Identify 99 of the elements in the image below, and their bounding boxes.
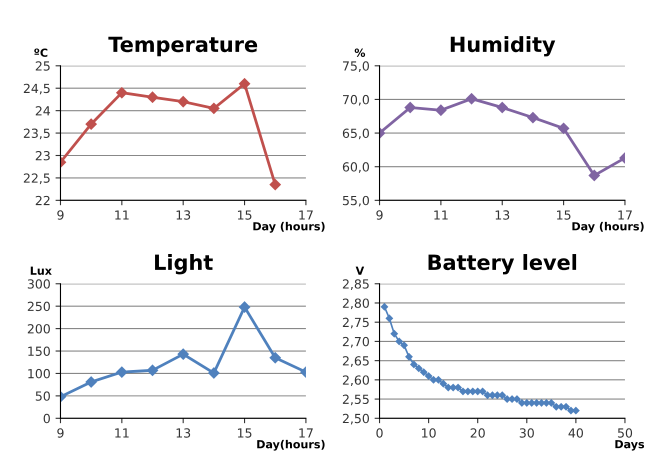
y-tick-label: 2,70 <box>342 336 369 348</box>
x-tick-label: 20 <box>470 428 485 438</box>
point <box>404 102 416 114</box>
point <box>527 112 539 124</box>
x-tick-label: 50 <box>618 428 632 438</box>
chart-title: Battery level <box>428 254 576 274</box>
y-tick-label: 2,65 <box>342 356 369 367</box>
x-axis-title: Days <box>615 440 644 451</box>
point <box>420 368 428 376</box>
chart-title: Light <box>155 254 213 274</box>
point <box>380 303 388 310</box>
x-tick-label: 17 <box>618 210 632 220</box>
y-tick-label: 2,60 <box>342 375 369 386</box>
x-tick-label: 9 <box>57 210 64 220</box>
y-tick-label: 2,50 <box>342 414 369 424</box>
point <box>528 399 536 407</box>
y-axis-title: ºC <box>34 48 48 57</box>
x-tick-label: 13 <box>176 210 190 220</box>
y-tick-label: 300 <box>28 279 50 289</box>
y-tick-label: 22 <box>36 196 50 206</box>
point <box>504 395 511 403</box>
y-tick-label: 25 <box>36 61 50 71</box>
y-tick-label: 2,75 <box>342 318 369 328</box>
point <box>390 330 398 338</box>
y-tick-label: 100 <box>28 368 50 378</box>
x-tick-label: 17 <box>299 428 313 438</box>
point <box>444 384 452 392</box>
y-axis-title: Lux <box>30 266 52 275</box>
point <box>494 392 501 399</box>
y-tick-label: 23,5 <box>24 128 50 140</box>
point <box>116 87 128 98</box>
x-axis-title: Day (hours) <box>253 222 325 233</box>
x-tick-label: 15 <box>238 428 252 438</box>
point <box>474 388 482 396</box>
y-tick-label: 0 <box>44 414 50 424</box>
x-axis-title: Day(hours) <box>257 440 325 451</box>
x-tick-label: 17 <box>299 210 313 220</box>
point <box>270 352 281 364</box>
point <box>498 392 506 399</box>
x-tick-label: 13 <box>176 428 190 438</box>
y-tick-label: 55,0 <box>342 196 369 207</box>
y-tick-label: 150 <box>28 346 50 356</box>
chart-title: Temperature <box>108 36 258 56</box>
point <box>396 338 403 346</box>
y-tick-label: 2,80 <box>342 298 369 310</box>
x-tick-label: 10 <box>422 428 436 438</box>
point <box>466 93 478 104</box>
y-tick-label: 23 <box>36 150 50 160</box>
y-tick-label: 22,5 <box>24 173 50 184</box>
point <box>548 399 555 407</box>
x-tick-label: 11 <box>434 210 448 220</box>
y-axis-title: % <box>354 48 366 57</box>
point <box>116 366 128 378</box>
x-tick-label: 15 <box>557 210 570 220</box>
y-tick-label: 24 <box>36 106 50 116</box>
point <box>435 104 446 116</box>
point <box>415 364 422 372</box>
point <box>146 364 158 376</box>
y-tick-label: 60,0 <box>342 162 369 173</box>
y-tick-label: 2,55 <box>342 394 369 406</box>
point <box>405 353 413 360</box>
point <box>86 376 97 388</box>
x-tick-label: 11 <box>115 210 129 220</box>
y-tick-label: 250 <box>28 302 50 312</box>
point <box>270 179 281 190</box>
point <box>208 367 220 379</box>
point <box>588 170 600 182</box>
x-tick-label: 15 <box>238 210 252 220</box>
point <box>386 314 393 322</box>
x-tick-label: 9 <box>57 428 64 438</box>
x-tick-label: 40 <box>568 428 583 438</box>
y-tick-label: 2,85 <box>342 279 369 290</box>
chart-title: Humidity <box>450 36 556 56</box>
x-tick-label: 0 <box>376 428 383 438</box>
point <box>558 122 570 134</box>
point <box>424 372 432 380</box>
point <box>208 102 220 114</box>
y-tick-label: 24,5 <box>24 84 50 94</box>
y-tick-label: 75,0 <box>343 61 369 72</box>
point <box>86 118 97 130</box>
point <box>146 92 158 103</box>
y-tick-label: 200 <box>28 324 50 334</box>
x-tick-label: 9 <box>376 210 383 220</box>
y-tick-label: 70,0 <box>343 94 369 106</box>
point <box>440 380 447 388</box>
y-axis-title: V <box>356 266 364 275</box>
x-axis-title: Day (hours) <box>572 222 644 233</box>
y-tick-label: 65,0 <box>342 128 369 140</box>
point <box>400 342 408 349</box>
x-tick-label: 30 <box>520 428 534 438</box>
x-tick-label: 11 <box>115 428 129 438</box>
point <box>178 348 189 360</box>
point <box>410 360 418 368</box>
point <box>178 96 189 108</box>
point <box>238 301 250 313</box>
x-tick-label: 13 <box>496 210 510 220</box>
point <box>496 102 508 114</box>
point <box>238 78 250 90</box>
y-tick-label: 50 <box>36 391 50 401</box>
